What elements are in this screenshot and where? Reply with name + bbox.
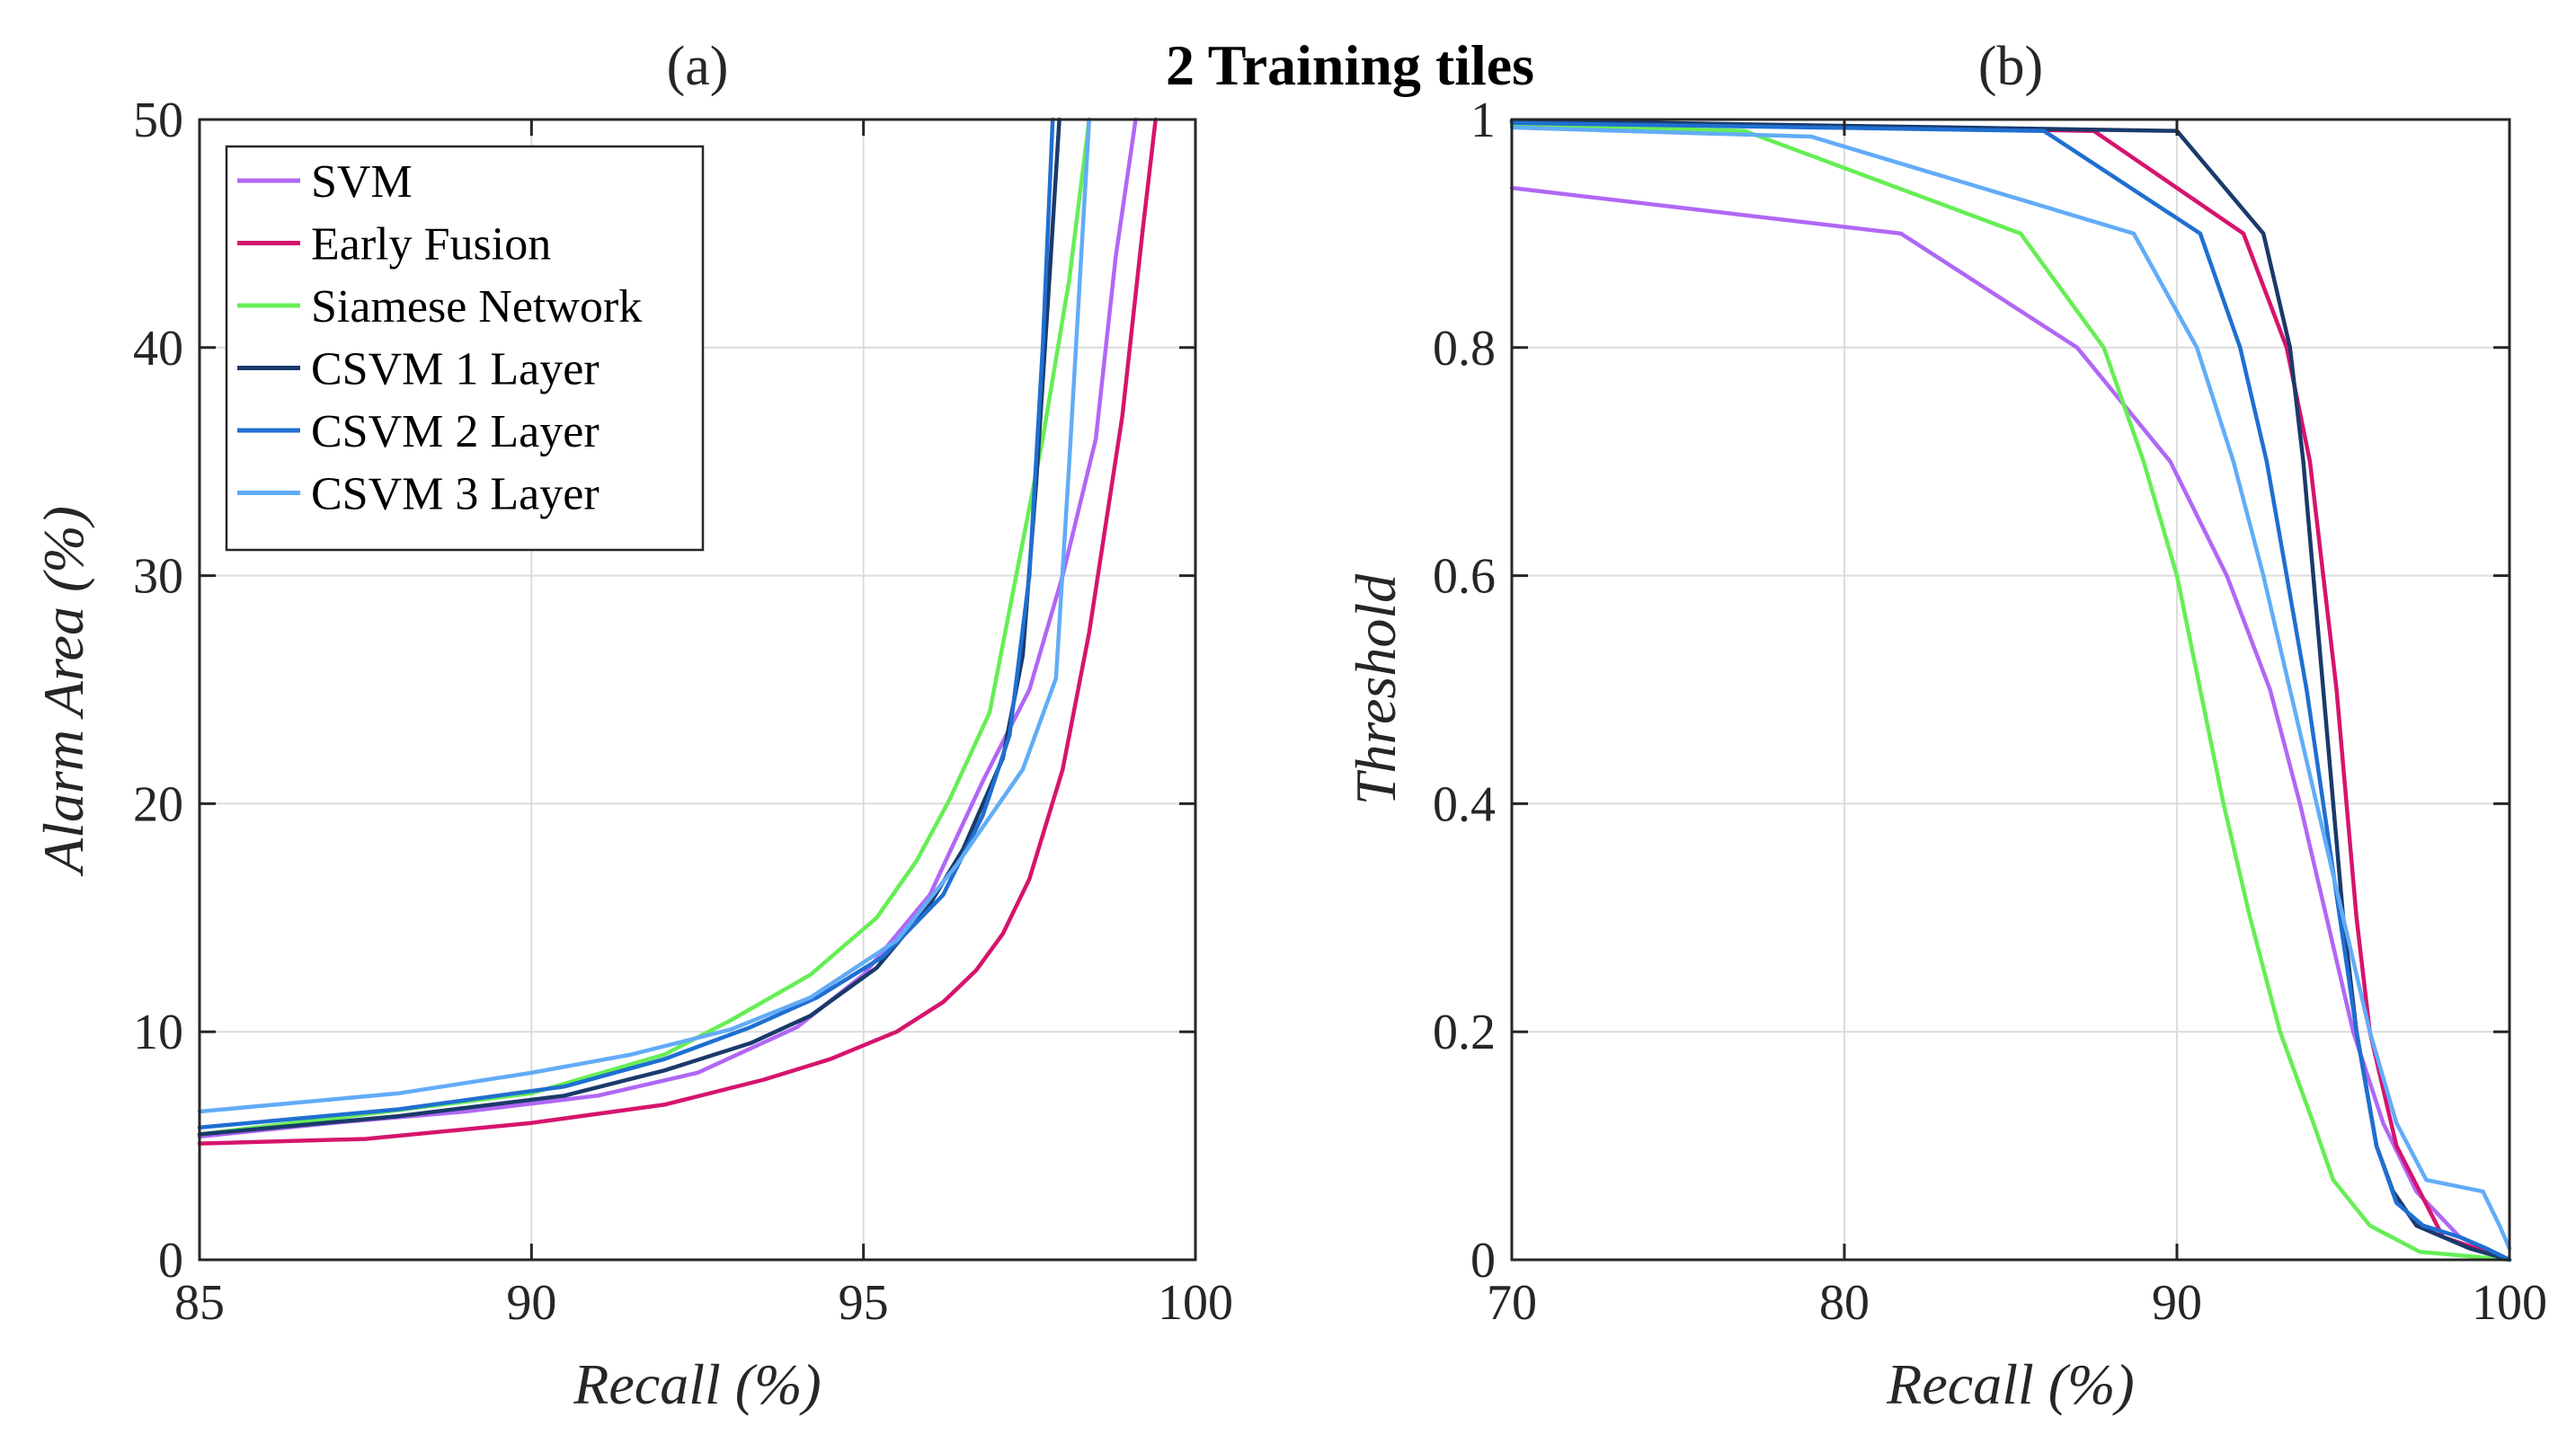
y-tick-label: 0 — [1470, 1233, 1496, 1289]
panel-a-series — [197, 117, 1158, 1146]
y-tick-label: 0.8 — [1433, 321, 1496, 377]
x-tick-label: 90 — [506, 1275, 556, 1331]
panel-b-threshold: 70 80 90 100 0 0.2 0.4 0.6 0.8 1 (b) Recall (%) T… — [1344, 36, 2547, 1416]
x-tick-label: 100 — [1158, 1275, 1233, 1331]
x-tick-label: 70 — [1487, 1275, 1537, 1331]
y-tick-label: 0 — [158, 1233, 183, 1289]
y-tick-label: 40 — [133, 321, 183, 377]
y-tick-label: 1 — [1470, 93, 1496, 148]
y-tick-label: 0.6 — [1433, 549, 1496, 605]
series-line-csvm-3-layer — [197, 117, 1092, 1114]
y-tick-label: 50 — [133, 93, 183, 148]
x-tick-label: 85 — [174, 1275, 225, 1331]
panel-a-y-axis-label: Alarm Area (%) — [31, 506, 95, 877]
legend: SVM Early Fusion Siamese Network CSVM 1 Lay… — [225, 145, 705, 552]
y-tick-label: 0.4 — [1433, 776, 1496, 832]
legend-entry: CSVM 2 Layer — [311, 406, 600, 457]
legend-entry: SVM — [311, 156, 413, 208]
y-tick-label: 20 — [133, 776, 183, 832]
x-tick-label: 90 — [2152, 1275, 2202, 1331]
legend-entry: Siamese Network — [311, 281, 642, 332]
panel-a-frame — [198, 118, 1197, 1262]
panel-a-x-axis-label: Recall (%) — [573, 1352, 821, 1416]
y-tick-label: 0.2 — [1433, 1005, 1496, 1060]
panel-b-x-axis-label: Recall (%) — [1886, 1352, 2134, 1416]
panel-b-y-axis-label: Threshold — [1344, 573, 1408, 805]
series-line-early-fusion — [1509, 120, 2512, 1262]
series-line-early-fusion — [197, 117, 1158, 1146]
x-tick-label: 100 — [2472, 1275, 2547, 1331]
panel-b-ticks: 70 80 90 100 0 0.2 0.4 0.6 0.8 1 — [1433, 93, 2547, 1331]
legend-entry: CSVM 1 Layer — [311, 344, 600, 395]
series-line-svm — [1509, 185, 2512, 1262]
panel-b-frame — [1510, 118, 2511, 1262]
legend-box — [225, 145, 705, 552]
x-tick-label: 95 — [839, 1275, 889, 1331]
series-line-siamese-network — [1509, 123, 2512, 1262]
legend-entry: Early Fusion — [311, 219, 551, 270]
series-line-svm — [197, 117, 1138, 1139]
panel-a-alarm-area: 85 90 95 100 0 10 20 30 40 50 (a) Recall (%) Alar… — [31, 36, 1233, 1416]
series-line-csvm-3-layer — [1509, 125, 2512, 1251]
figure-title: 2 Training tiles — [1166, 33, 1534, 97]
series-line-csvm-2-layer — [197, 117, 1055, 1130]
panel-a-label: (a) — [667, 36, 729, 97]
legend-entry: CSVM 3 Layer — [311, 469, 600, 520]
x-tick-label: 80 — [1819, 1275, 1870, 1331]
y-tick-label: 30 — [133, 549, 183, 605]
panel-b-label: (b) — [1978, 36, 2043, 97]
panel-a-ticks: 85 90 95 100 0 10 20 30 40 50 — [133, 93, 1233, 1331]
panel-b-series — [1509, 119, 2512, 1262]
y-tick-label: 10 — [133, 1005, 183, 1060]
